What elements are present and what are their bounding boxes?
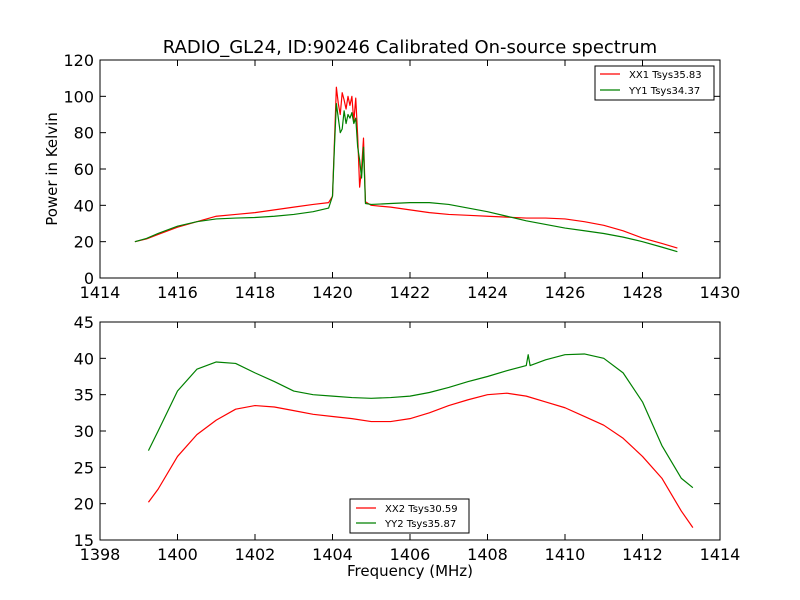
top-ticks-group: 1414 1416 1418 1420 1422 1424 1426 1428 1430 0 20 4… — [63, 51, 740, 302]
x-axis-label-bottom: Frequency (MHz) — [347, 562, 473, 580]
top-x-tick-label: 1420 — [312, 283, 353, 302]
bottom-x-tick-label: 1410 — [545, 545, 586, 564]
top-y-tick-label: 60 — [74, 160, 94, 179]
bottom-y-tick-label: 45 — [74, 313, 94, 332]
bottom-series-line-0 — [147, 392, 694, 528]
bottom-y-tick-label: 30 — [74, 422, 94, 441]
top-axes-frame — [99, 59, 721, 279]
bottom-series-group — [147, 353, 694, 528]
bottom-x-tick-label: 1412 — [622, 545, 663, 564]
top-x-tick-label: 1416 — [157, 283, 198, 302]
top-y-tick-label: 40 — [74, 196, 94, 215]
bottom-x-tick-label: 1406 — [390, 545, 431, 564]
top-y-tick-label: 0 — [84, 269, 94, 288]
bottom-x-tick-label: 1398 — [80, 545, 121, 564]
bottom-x-tick-label: 1404 — [312, 545, 353, 564]
top-x-tick-label: 1428 — [622, 283, 663, 302]
top-series-group — [134, 86, 678, 253]
top-legend: XX1 Tsys35.83 YY1 Tsys34.37 — [594, 65, 715, 101]
bottom-legend-label-xx2: XX2 Tsys30.59 — [385, 504, 458, 515]
top-x-tick-label: 1422 — [390, 283, 431, 302]
top-legend-label-xx1: XX1 Tsys35.83 — [629, 70, 702, 81]
bottom-x-tick-label: 1402 — [235, 545, 276, 564]
bottom-ticks-group: 1398 1400 1402 1404 1406 1408 1410 1412 1414 15 20… — [74, 313, 741, 564]
top-legend-label-yy1: YY1 Tsys34.37 — [628, 86, 700, 97]
top-legend-box — [594, 65, 715, 101]
top-y-tick-label: 120 — [63, 51, 94, 70]
top-x-tick-label: 1414 — [80, 283, 121, 302]
top-x-tick-label: 1424 — [467, 283, 508, 302]
bottom-axes-frame — [99, 321, 721, 541]
bottom-y-tick-label: 20 — [74, 495, 94, 514]
bottom-x-tick-label: 1414 — [700, 545, 741, 564]
top-x-tick-label: 1418 — [235, 283, 276, 302]
chart-title: RADIO_GL24, ID:90246 Calibrated On-sourc… — [163, 37, 657, 58]
bottom-y-tick-label: 40 — [74, 349, 94, 368]
plot-top: RADIO_GL24, ID:90246 Calibrated On-sourc… — [43, 37, 740, 302]
bottom-y-tick-label: 35 — [74, 386, 94, 405]
top-y-tick-label: 20 — [74, 233, 94, 252]
bottom-legend-label-yy2: YY2 Tsys35.87 — [384, 519, 456, 530]
top-y-tick-label: 80 — [74, 124, 94, 143]
bottom-legend: XX2 Tsys30.59 YY2 Tsys35.87 — [349, 498, 470, 534]
bottom-x-tick-label: 1400 — [157, 545, 198, 564]
bottom-x-tick-label: 1408 — [467, 545, 508, 564]
top-x-tick-label: 1426 — [545, 283, 586, 302]
bottom-legend-box — [349, 498, 470, 534]
top-series-line-1 — [134, 103, 678, 253]
bottom-y-tick-label: 25 — [74, 458, 94, 477]
bottom-series-line-1 — [147, 353, 694, 489]
y-axis-label-top: Power in Kelvin — [43, 112, 61, 226]
plot-bottom: 1398 1400 1402 1404 1406 1408 1410 1412 1414 15 20… — [74, 313, 741, 580]
top-x-tick-label: 1430 — [700, 283, 741, 302]
bottom-y-tick-label: 15 — [74, 531, 94, 550]
top-y-tick-label: 100 — [63, 87, 94, 106]
